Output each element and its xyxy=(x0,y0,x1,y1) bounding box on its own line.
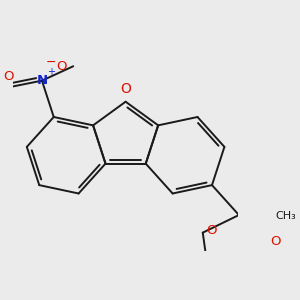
Text: O: O xyxy=(206,224,217,237)
Text: O: O xyxy=(57,60,67,73)
Text: O: O xyxy=(3,70,13,83)
Text: CH₃: CH₃ xyxy=(275,211,296,221)
Text: +: + xyxy=(47,67,55,77)
Text: O: O xyxy=(270,236,280,248)
Text: −: − xyxy=(46,56,56,69)
Text: O: O xyxy=(120,82,131,97)
Text: N: N xyxy=(36,74,47,87)
